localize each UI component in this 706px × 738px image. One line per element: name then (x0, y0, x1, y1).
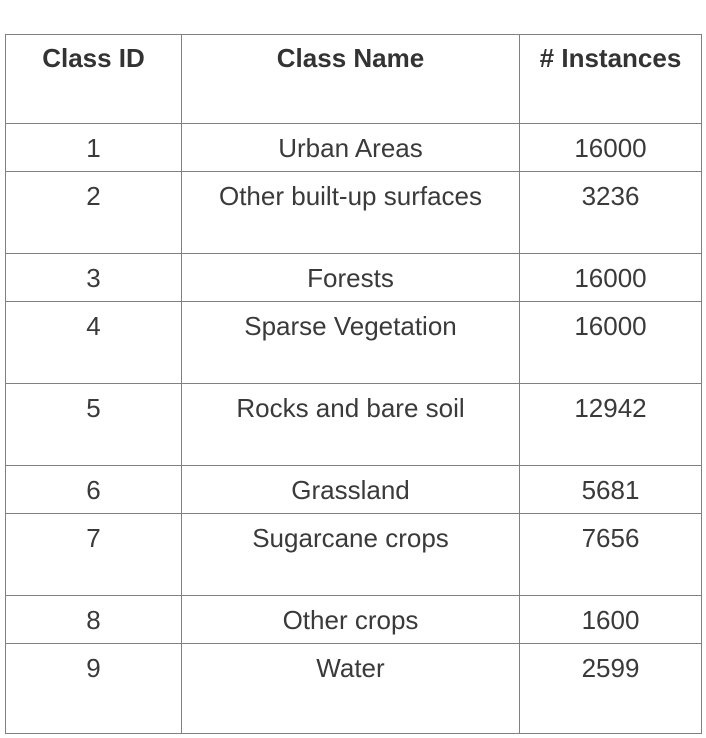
cell-instances: 3236 (519, 171, 702, 254)
cell-class-id: 7 (5, 513, 182, 596)
cell-class-name: Rocks and bare soil (181, 383, 520, 466)
cell-instances: 5681 (519, 465, 702, 514)
table-row: 8 Other crops 1600 (5, 595, 702, 644)
cell-class-id: 4 (5, 301, 182, 384)
cell-instances: 7656 (519, 513, 702, 596)
cell-class-name: Other built-up surfaces (181, 171, 520, 254)
cell-class-id: 9 (5, 643, 182, 734)
cell-instances: 16000 (519, 253, 702, 302)
cell-class-name: Sugarcane crops (181, 513, 520, 596)
cell-class-name: Urban Areas (181, 123, 520, 172)
table-row: 4 Sparse Vegetation 16000 (5, 301, 702, 384)
table-row: 6 Grassland 5681 (5, 465, 702, 514)
table-row: 3 Forests 16000 (5, 253, 702, 302)
table-row: 7 Sugarcane crops 7656 (5, 513, 702, 596)
cell-class-name: Other crops (181, 595, 520, 644)
header-class-name: Class Name (181, 34, 520, 124)
cell-class-id: 2 (5, 171, 182, 254)
cell-class-id: 8 (5, 595, 182, 644)
cell-class-id: 3 (5, 253, 182, 302)
header-instances: # Instances (519, 34, 702, 124)
cell-class-name: Forests (181, 253, 520, 302)
cell-class-name: Water (181, 643, 520, 734)
header-class-id: Class ID (5, 34, 182, 124)
table-row: 2 Other built-up surfaces 3236 (5, 171, 702, 254)
cell-instances: 16000 (519, 301, 702, 384)
cell-class-id: 1 (5, 123, 182, 172)
cell-class-name: Sparse Vegetation (181, 301, 520, 384)
cell-instances: 12942 (519, 383, 702, 466)
class-instances-table: Class ID Class Name # Instances 1 Urban … (5, 34, 702, 734)
table-row: 1 Urban Areas 16000 (5, 123, 702, 172)
cell-instances: 2599 (519, 643, 702, 734)
table-header-row: Class ID Class Name # Instances (5, 34, 702, 124)
table-row: 5 Rocks and bare soil 12942 (5, 383, 702, 466)
cell-class-id: 6 (5, 465, 182, 514)
cell-class-id: 5 (5, 383, 182, 466)
table-row: 9 Water 2599 (5, 643, 702, 734)
cell-class-name: Grassland (181, 465, 520, 514)
cell-instances: 16000 (519, 123, 702, 172)
cell-instances: 1600 (519, 595, 702, 644)
